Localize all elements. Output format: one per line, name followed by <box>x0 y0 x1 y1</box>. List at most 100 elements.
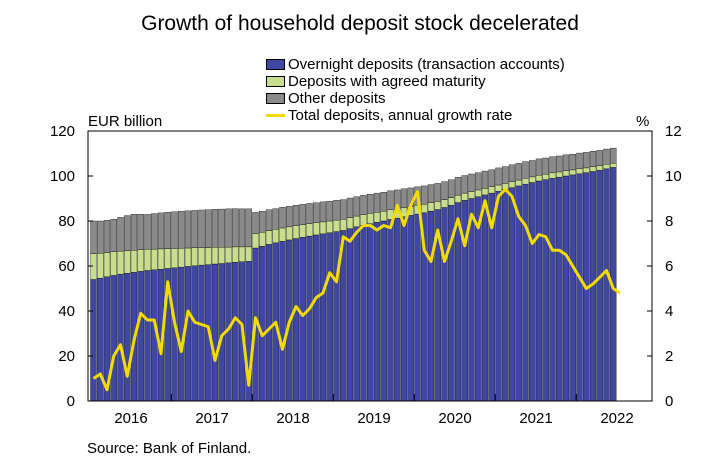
bar-agreed-maturity <box>184 247 192 267</box>
bar-overnight <box>299 237 306 402</box>
bar-agreed-maturity <box>461 192 468 201</box>
bar-overnight <box>137 271 144 402</box>
bar-overnight <box>110 275 117 402</box>
bar-agreed-maturity <box>319 221 327 235</box>
bar-agreed-maturity <box>279 227 286 242</box>
bar-agreed-maturity <box>299 224 306 238</box>
bar-other <box>164 212 171 249</box>
bar-agreed-maturity <box>556 171 563 178</box>
bar-overnight <box>333 231 340 402</box>
legend-swatch-agreed-maturity <box>266 76 285 87</box>
bar-agreed-maturity <box>198 247 205 266</box>
bar-agreed-maturity <box>610 162 617 168</box>
bar-overnight <box>569 174 576 402</box>
bar-agreed-maturity <box>225 246 232 264</box>
x-axis-tick-label: 2018 <box>276 410 309 427</box>
x-axis-tick-label: 2020 <box>438 410 471 427</box>
bar-other <box>427 184 435 203</box>
bar-other <box>340 199 347 220</box>
bar-agreed-maturity <box>346 217 354 229</box>
bar-agreed-maturity <box>448 197 455 206</box>
bar-overnight <box>306 235 313 402</box>
bar-overnight <box>495 191 502 402</box>
bar-other <box>272 208 279 230</box>
bar-other <box>583 152 590 169</box>
bar-agreed-maturity <box>454 194 462 203</box>
bar-other <box>191 210 198 248</box>
line-growth-rate <box>92 188 621 392</box>
bar-agreed-maturity <box>110 251 117 276</box>
bar-agreed-maturity <box>265 230 273 245</box>
bar-other <box>238 208 246 248</box>
x-axis-tick-label: 2016 <box>114 410 147 427</box>
bar-agreed-maturity <box>576 168 583 174</box>
bar-other <box>502 166 509 184</box>
bar-other <box>137 214 144 250</box>
bar-other <box>306 203 313 224</box>
bar-agreed-maturity <box>515 179 522 187</box>
chart-title: Growth of household deposit stock decele… <box>141 12 579 35</box>
bar-agreed-maturity <box>292 225 300 239</box>
bar-overnight <box>549 178 556 402</box>
right-axis-tick-label: 12 <box>665 123 682 140</box>
bar-other <box>535 158 543 176</box>
left-axis-tick-label: 40 <box>58 303 75 320</box>
bar-overnight <box>191 265 198 402</box>
bar-other <box>90 220 97 254</box>
bar-overnight <box>576 173 583 402</box>
bar-agreed-maturity <box>333 219 340 232</box>
bar-other <box>157 212 165 250</box>
bar-agreed-maturity <box>191 247 198 266</box>
bar-other <box>151 213 158 250</box>
bar-overnight <box>184 266 192 402</box>
bar-agreed-maturity <box>313 222 320 236</box>
bar-overnight <box>562 175 570 402</box>
bar-agreed-maturity <box>117 250 124 275</box>
bar-other <box>211 209 219 248</box>
bar-agreed-maturity <box>245 246 252 262</box>
legend-line-growth-rate <box>266 114 285 117</box>
bar-overnight <box>292 238 300 402</box>
bar-overnight <box>279 241 286 402</box>
left-axis-tick-label: 80 <box>58 213 75 230</box>
legend-swatch-overnight <box>266 59 285 70</box>
x-axis-tick-label: 2022 <box>600 410 633 427</box>
bar-other <box>245 208 252 248</box>
bar-overnight <box>508 187 516 402</box>
bar-agreed-maturity <box>475 189 482 197</box>
bar-agreed-maturity <box>468 191 475 199</box>
bar-agreed-maturity <box>130 250 138 273</box>
bar-other <box>252 212 259 235</box>
left-axis-tick-label: 60 <box>58 258 75 275</box>
bar-other <box>326 201 333 222</box>
x-axis-tick-label: 2021 <box>519 410 552 427</box>
x-axis-tick-label: 2017 <box>195 410 228 427</box>
bar-overnight <box>542 179 549 402</box>
bar-overnight <box>319 233 327 402</box>
right-axis-tick-label: 0 <box>665 393 673 410</box>
bar-agreed-maturity <box>427 202 435 212</box>
right-axis-unit-label: % <box>636 113 650 130</box>
bar-other <box>481 170 489 189</box>
bar-other <box>400 188 408 208</box>
legend-item-other: Other deposits <box>266 90 565 107</box>
bar-other <box>488 169 495 187</box>
legend-label-growth-rate: Total deposits, annual growth rate <box>288 107 513 124</box>
bar-agreed-maturity <box>373 212 381 223</box>
bar-other <box>380 192 387 212</box>
legend-item-overnight: Overnight deposits (transaction accounts… <box>266 56 565 73</box>
bar-other <box>569 153 576 171</box>
bar-agreed-maturity <box>360 214 367 226</box>
bar-agreed-maturity <box>97 253 104 279</box>
bar-other <box>279 207 286 229</box>
legend-swatch-other <box>266 93 285 104</box>
left-axis-tick-label: 120 <box>50 123 75 140</box>
bar-other <box>461 175 468 194</box>
bar-other <box>603 148 610 165</box>
legend-label-agreed-maturity: Deposits with agreed maturity <box>288 73 486 90</box>
bar-other <box>468 173 475 192</box>
bar-agreed-maturity <box>488 186 495 194</box>
bar-other <box>610 147 617 164</box>
right-axis-tick-label: 8 <box>665 213 673 230</box>
bar-other <box>549 156 556 174</box>
